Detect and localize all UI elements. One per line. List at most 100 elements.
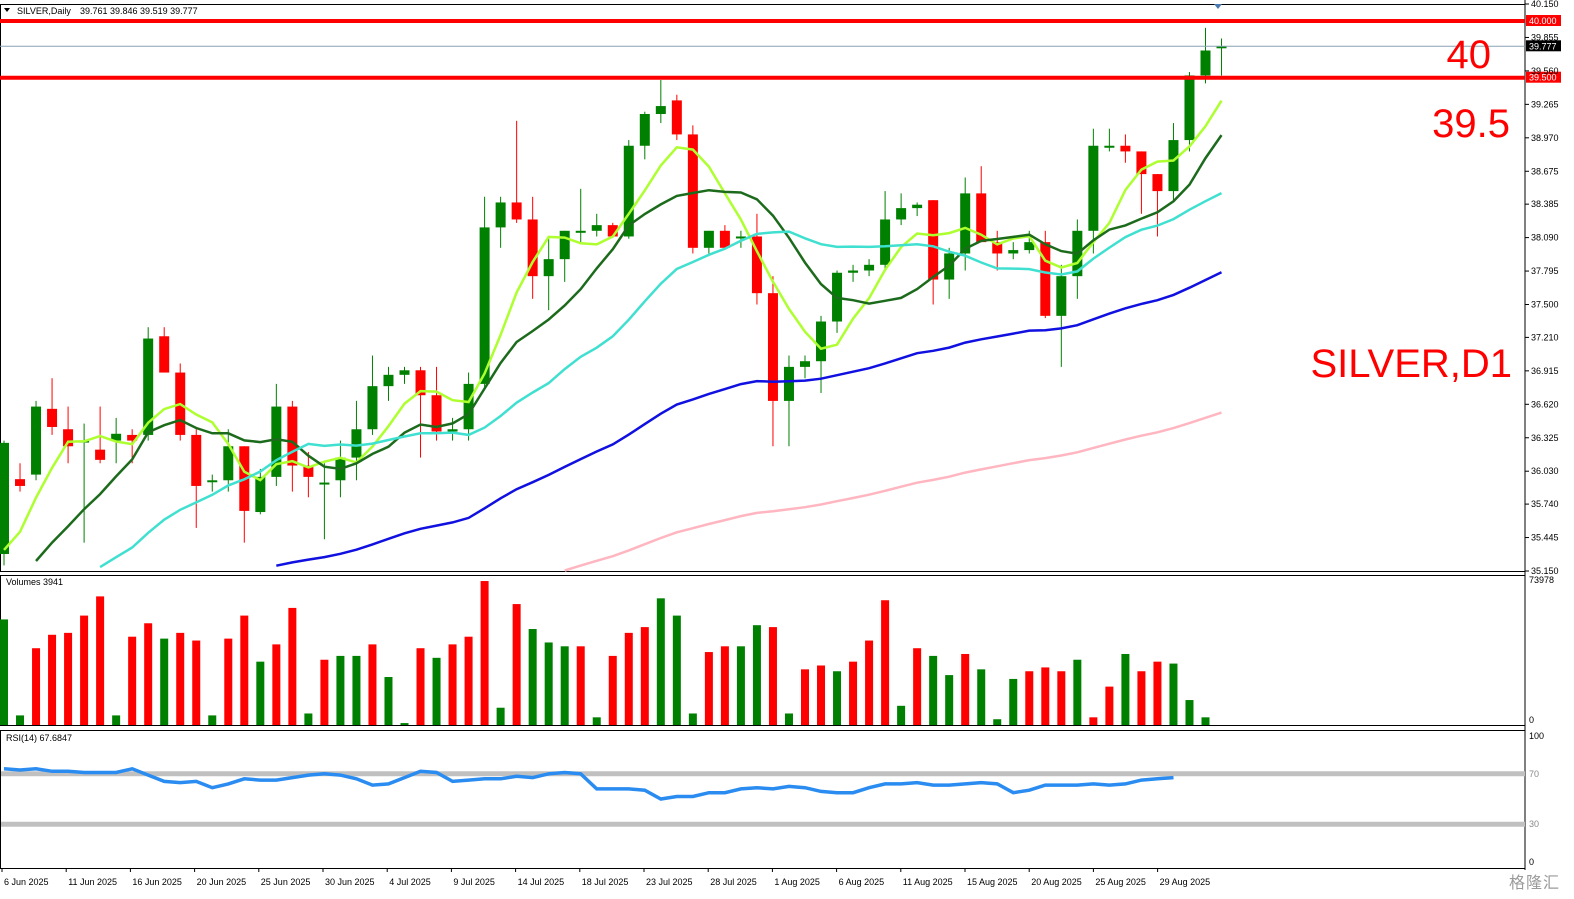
volume-bar [977, 669, 986, 725]
volume-bar [1137, 671, 1146, 725]
candle-body [1088, 145, 1099, 231]
volume-bar [128, 636, 137, 725]
volume-bar [1153, 661, 1162, 725]
price-tick-label: 36.915 [1531, 366, 1559, 376]
volume-bar [688, 713, 697, 725]
annotation-symbol-timeframe: SILVER,D1 [1310, 342, 1512, 386]
candle-body [751, 236, 762, 294]
volume-bar [833, 671, 842, 725]
candle-body [527, 219, 538, 277]
candle-body [703, 230, 714, 248]
volume-bar [784, 713, 793, 725]
current-price-tag [1526, 40, 1561, 52]
price-tick-label: 37.795 [1531, 266, 1559, 276]
candle-body [383, 374, 394, 387]
candle-body [880, 219, 891, 265]
time-tick-label: 20 Jun 2025 [197, 877, 247, 887]
candle-body [287, 406, 298, 466]
candle-body [607, 225, 618, 237]
candle-body [767, 293, 778, 401]
candle-body [591, 225, 602, 231]
price-tick-label: 39.855 [1531, 32, 1559, 42]
volume-bar [480, 581, 489, 725]
candle-body [719, 230, 730, 248]
volume-bar [528, 629, 537, 725]
candle-body [95, 449, 106, 460]
candle-body [1168, 140, 1179, 192]
volume-bar [592, 717, 601, 725]
time-tick-label: 23 Jul 2025 [646, 877, 693, 887]
price-tick-label: 39.560 [1531, 66, 1559, 76]
volume-bar [32, 648, 41, 725]
time-tick-label: 9 Jul 2025 [453, 877, 495, 887]
volume-bar [416, 648, 425, 725]
volume-bar [464, 636, 473, 725]
candle-body [447, 429, 458, 432]
volume-bar [736, 646, 745, 725]
volume-bar [0, 619, 8, 725]
candle-body [63, 429, 74, 447]
volume-bar [576, 646, 585, 725]
menu-triangle [4, 8, 10, 12]
time-tick-label: 28 Jul 2025 [710, 877, 757, 887]
moving-averages [3, 100, 1223, 572]
volume-bar [112, 715, 121, 725]
volume-bar [336, 655, 345, 725]
time-tick-label: 6 Jun 2025 [4, 877, 49, 887]
candle-body [1056, 276, 1067, 316]
volume-bar [432, 657, 441, 725]
volume-bar [80, 615, 89, 725]
candle-body [735, 236, 746, 239]
annotation-40: 40 [1447, 33, 1492, 77]
candle-body [111, 433, 122, 441]
price-tick-label: 35.740 [1531, 499, 1559, 509]
volume-bar [512, 604, 521, 725]
volume-bar [672, 615, 681, 725]
candle-body [783, 366, 794, 401]
candle-body [543, 259, 554, 277]
rsi-pane-title: RSI(14) 67.6847 [6, 733, 72, 743]
annotation-39-5: 39.5 [1432, 102, 1510, 146]
volume-bar [272, 644, 281, 725]
volume-bar [704, 652, 713, 725]
candlestick-series [0, 27, 1227, 566]
volume-bar [881, 600, 890, 725]
candle-body [1184, 75, 1195, 141]
price-tick-label: 36.325 [1531, 433, 1559, 443]
candle-body [623, 145, 634, 237]
candle-body [912, 204, 923, 209]
volume-bar [400, 723, 409, 725]
shift-marker [1214, 4, 1222, 9]
candle-body [1120, 145, 1131, 152]
time-tick-label: 18 Jul 2025 [582, 877, 629, 887]
candle-body [255, 476, 266, 513]
volume-bar [752, 625, 761, 725]
price-tick-label: 38.385 [1531, 199, 1559, 209]
volume-bar [1041, 667, 1050, 725]
volume-bar [624, 632, 633, 725]
volume-bar [961, 653, 970, 725]
volume-bar [368, 644, 377, 725]
price-tick-label: 40.150 [1531, 0, 1559, 9]
price-tick-label: 38.090 [1531, 233, 1559, 243]
candle-body [864, 264, 875, 271]
candle-body [687, 134, 698, 248]
time-tick-label: 25 Aug 2025 [1095, 877, 1146, 887]
price-axis: 40.150 39.855 39.560 39.265 38.970 38.675 38.3… [1525, 0, 1559, 576]
volume-bar [1105, 686, 1114, 725]
volume-bar [304, 713, 313, 725]
volume-bar [945, 675, 954, 725]
level-tag-label: 39.500 [1529, 73, 1557, 83]
rsi-line [3, 766, 1174, 801]
candle-body [1008, 250, 1019, 254]
volume-pane: 73978 0 [0, 575, 1554, 725]
volume-bar [320, 659, 329, 725]
volume-bar [144, 623, 153, 725]
price-tick-label: 36.030 [1531, 466, 1559, 476]
time-tick-label: 1 Aug 2025 [774, 877, 820, 887]
symbol-label: SILVER,Daily [17, 6, 71, 16]
candle-body [31, 406, 42, 475]
volume-bar [1009, 678, 1018, 725]
candle-body [816, 321, 827, 362]
volume-bar [1073, 659, 1082, 725]
